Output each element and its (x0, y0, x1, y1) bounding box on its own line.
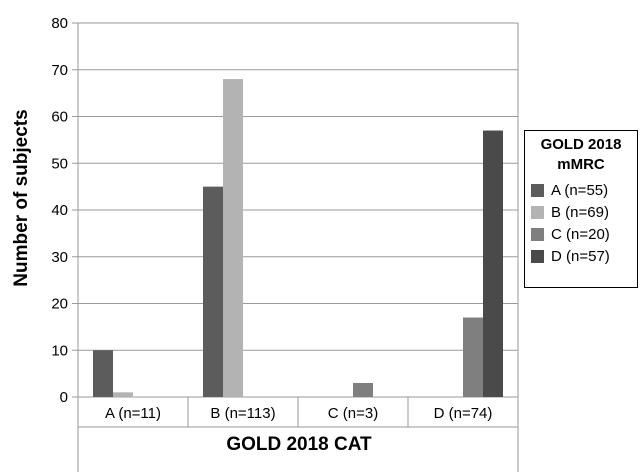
plot-frame (72, 23, 519, 472)
y-tick-label-40: 40 (51, 202, 68, 219)
bar-d-series-d (483, 130, 503, 397)
bar-b-series-a (203, 186, 223, 397)
legend-title-line1: GOLD 2018 (540, 136, 622, 153)
x-tick-label-1: B (n=113) (210, 405, 275, 422)
bar-a-series-b (113, 392, 133, 397)
y-tick-label-10: 10 (51, 342, 68, 359)
bar-a-series-a (93, 350, 113, 397)
y-axis-title: Number of subjects (11, 109, 32, 286)
y-tick-label-30: 30 (51, 249, 68, 266)
legend-item-a: A (n=55) (531, 179, 637, 201)
legend-swatch-a (531, 183, 544, 197)
gridlines (72, 22, 518, 398)
bars (93, 79, 503, 397)
y-tick-label-20: 20 (51, 296, 68, 313)
x-tick-label-2: C (n=3) (328, 405, 378, 422)
y-tick-label-60: 60 (51, 109, 68, 126)
y-tick-label-80: 80 (51, 15, 68, 32)
legend-label-a: A (n=55) (551, 181, 609, 199)
legend-swatch-d (531, 249, 544, 263)
legend-swatch-b (531, 205, 544, 219)
legend-label-d: D (n=57) (551, 247, 610, 265)
x-axis-title: GOLD 2018 CAT (226, 434, 372, 455)
legend-label-b: B (n=69) (551, 203, 609, 221)
x-tick-labels: A (n=11) B (n=113) C (n=3) D (n=74) (105, 405, 492, 422)
legend-item-b: B (n=69) (531, 201, 637, 223)
bar-d-series-c (463, 317, 483, 397)
legend-item-d: D (n=57) (531, 245, 637, 267)
y-tick-label-50: 50 (51, 155, 68, 172)
legend: GOLD 2018 mMRC A (n=55) B (n=69) C (n=20… (524, 130, 638, 288)
y-tick-label-70: 70 (51, 62, 68, 79)
x-tick-label-3: D (n=74) (434, 405, 493, 422)
bar-b-series-b (223, 79, 243, 397)
legend-item-c: C (n=20) (531, 223, 637, 245)
y-tick-labels: 0 10 20 30 40 50 60 70 80 (51, 15, 68, 406)
legend-swatch-c (531, 227, 544, 241)
legend-label-c: C (n=20) (551, 225, 610, 243)
x-tick-label-0: A (n=11) (105, 405, 161, 422)
legend-title-line2: mMRC (557, 156, 605, 173)
y-tick-label-0: 0 (60, 389, 68, 406)
bar-c-series-c (353, 382, 373, 397)
